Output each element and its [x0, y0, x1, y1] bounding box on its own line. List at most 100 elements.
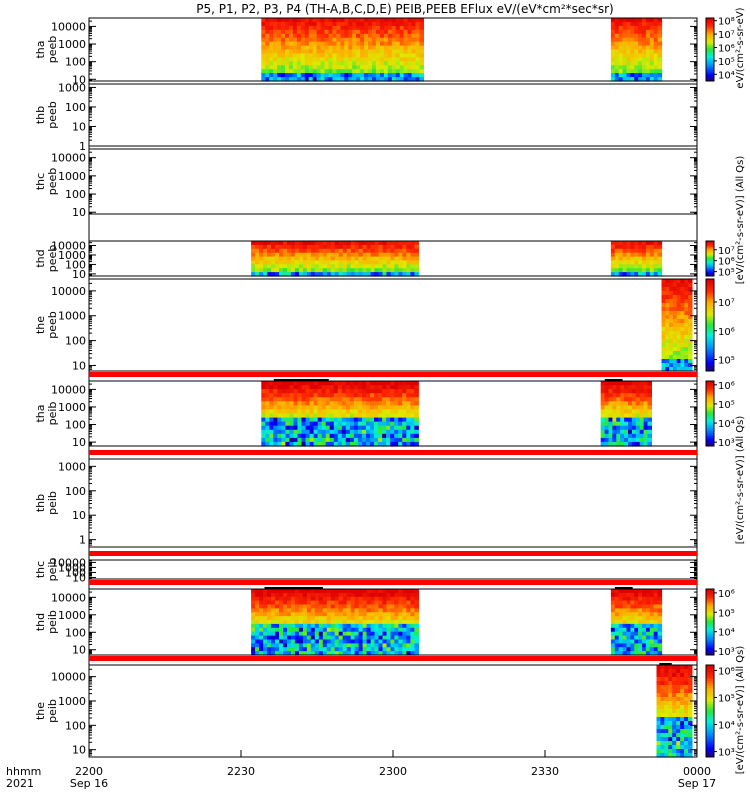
spectrogram-cell	[631, 417, 637, 423]
spectrogram-cell	[309, 433, 315, 439]
colorbar-cell	[706, 241, 714, 244]
spectrogram-cell	[622, 248, 628, 254]
spectrogram-cell	[310, 612, 316, 617]
spectrogram-cell	[293, 385, 299, 390]
spectrogram-cell	[294, 623, 300, 629]
spectrogram-cell	[362, 381, 367, 386]
spectrogram-cell	[357, 389, 363, 394]
spectrogram-cell	[326, 241, 332, 246]
spectrogram-cell	[638, 29, 643, 35]
spectrogram-cell	[310, 268, 316, 273]
spectrogram-cell	[656, 705, 661, 710]
colorbar-cell	[706, 60, 714, 63]
spectrogram-cell	[320, 29, 326, 35]
spectrogram-cell	[614, 592, 620, 598]
spectrogram-cell	[390, 389, 395, 394]
spectrogram-cell	[406, 244, 411, 250]
spectrogram-cell	[398, 397, 403, 402]
y-tick-label: 10000	[51, 152, 86, 165]
spectrogram-cell	[653, 639, 659, 644]
spectrogram-cell	[305, 433, 311, 439]
spectrogram-cell	[378, 647, 384, 652]
spectrogram-cell	[665, 311, 670, 316]
y-tick-label: 10	[72, 73, 86, 86]
spectrogram-cell	[265, 389, 270, 394]
spectrogram-cell	[306, 260, 312, 265]
spectrogram-cell	[306, 608, 312, 613]
spectrogram-cell	[402, 389, 407, 394]
spectrogram-cell	[324, 69, 330, 74]
spectrogram-cell	[661, 343, 666, 348]
spectrogram-cell	[645, 623, 651, 629]
spectrogram-cell	[672, 339, 678, 344]
spectrogram-cell	[657, 627, 663, 633]
spectrogram-cell	[378, 639, 384, 644]
spectrogram-cell	[277, 385, 282, 390]
spectrogram-cell	[301, 441, 307, 447]
spectrogram-cell	[277, 429, 282, 435]
spectrogram-cell	[265, 73, 270, 78]
spectrogram-cell	[275, 264, 280, 269]
spectrogram-cell	[634, 589, 639, 594]
colorbar-tick-label: 10⁷	[718, 30, 735, 41]
spectrogram-cell	[263, 272, 268, 277]
spectrogram-cell	[630, 244, 635, 250]
spectrogram-cell	[341, 441, 347, 447]
spectrogram-cell	[653, 252, 659, 258]
spectrogram-cell	[378, 631, 384, 637]
spectrogram-cell	[255, 616, 260, 621]
spectrogram-cell	[251, 643, 256, 648]
spectrogram-cell	[344, 18, 349, 23]
spectrogram-cell	[325, 433, 331, 439]
spectrogram-cell	[265, 397, 270, 402]
spectrogram-cell	[672, 669, 677, 674]
spectrogram-cell	[277, 73, 282, 78]
spectrogram-cell	[622, 596, 628, 602]
spectrogram-cell	[310, 651, 316, 656]
spectrogram-cell	[382, 608, 388, 613]
spectrogram-cell	[346, 272, 352, 277]
spectrogram-cell	[304, 41, 310, 47]
spectrogram-cell	[649, 643, 655, 648]
spectrogram-cell	[620, 385, 625, 390]
spectrogram-cell	[310, 600, 316, 606]
spectrogram-cell	[383, 53, 389, 58]
colorbar-cell	[706, 413, 714, 416]
spectrogram-cell	[398, 612, 403, 617]
spectrogram-cell	[269, 45, 274, 51]
spectrogram-cell	[312, 61, 318, 66]
panel-label: the	[34, 702, 47, 720]
spectrogram-cell	[386, 429, 391, 435]
spectrogram-cell	[283, 635, 288, 641]
spectrogram-cell	[398, 248, 403, 254]
spectrogram-cell	[316, 18, 322, 23]
spectrogram-cell	[680, 347, 685, 352]
spectrogram-cell	[362, 600, 368, 606]
spectrogram-cell	[344, 73, 349, 78]
spectrogram-cell	[612, 401, 617, 406]
spectrogram-cell	[271, 635, 276, 641]
spectrogram-cell	[399, 29, 405, 35]
spectrogram-cell	[383, 29, 389, 35]
spectrogram-cell	[653, 53, 659, 58]
spectrogram-cell	[610, 53, 616, 58]
spectrogram-cell	[614, 65, 620, 70]
spectrogram-cell	[642, 272, 647, 277]
colorbar-cell	[706, 76, 714, 79]
colorbar-cell	[706, 54, 714, 57]
spectrogram-cell	[263, 596, 268, 602]
spectrogram-cell	[346, 604, 352, 609]
spectrogram-cell	[358, 623, 364, 629]
spectrogram-cell	[370, 405, 375, 411]
spectrogram-cell	[653, 631, 659, 637]
spectrogram-cell	[386, 413, 391, 419]
spectrogram-cell	[329, 381, 335, 386]
spectrogram-cell	[379, 53, 385, 58]
spectrogram-cell	[604, 397, 610, 402]
spectrogram-cell	[661, 323, 666, 328]
spectrogram-cell	[306, 616, 312, 621]
spectrogram-cell	[600, 389, 606, 394]
spectrogram-cell	[688, 291, 693, 296]
spectrogram-cell	[366, 417, 371, 423]
spectrogram-cell	[645, 256, 651, 262]
